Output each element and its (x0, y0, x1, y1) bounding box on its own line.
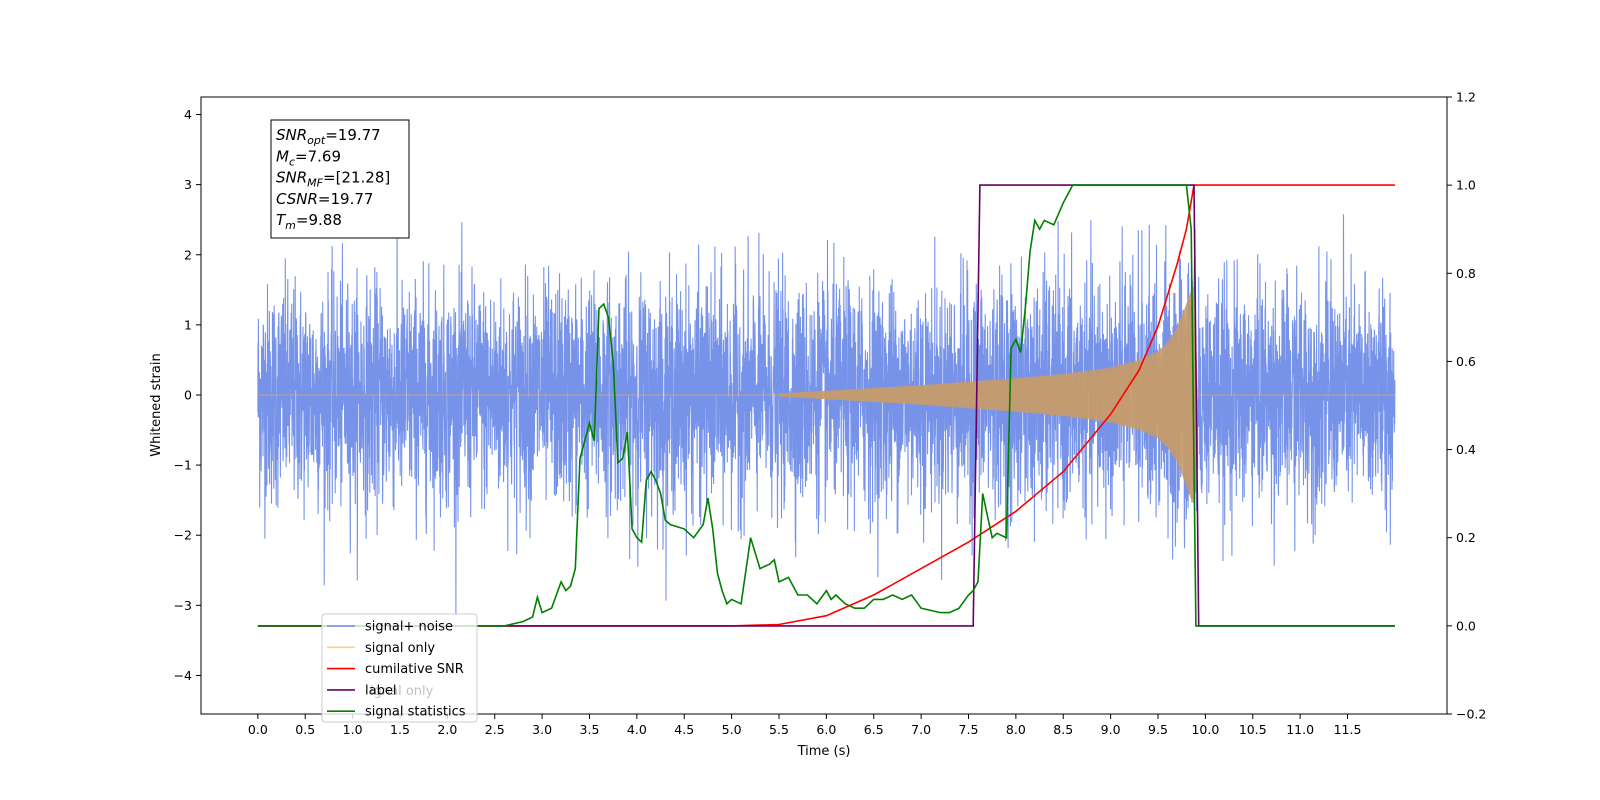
y-tick-label-right: −0.2 (1456, 707, 1486, 722)
legend-frame (321, 613, 478, 723)
y-tick-label-right: 0.6 (1456, 354, 1476, 369)
y-tick-label-left: 0 (184, 387, 192, 402)
x-tick-label: 11.5 (1334, 722, 1362, 737)
x-tick-label: 4.5 (674, 722, 694, 737)
legend-overlap-text: ignal only (370, 684, 434, 699)
legend-entry: signal statistics (365, 705, 466, 720)
x-tick-label: 11.0 (1286, 722, 1314, 737)
x-tick-label: 2.5 (485, 722, 505, 737)
x-tick-label: 10.5 (1239, 722, 1267, 737)
annotation-frame (270, 119, 410, 239)
x-tick-label: 1.0 (343, 722, 363, 737)
y-tick-label-left: 2 (184, 247, 192, 262)
x-tick-label: 7.5 (959, 722, 979, 737)
legend: signal+ noise signal only cumilative SNR la… (321, 613, 478, 723)
x-axis-label: Time (s) (797, 744, 851, 759)
legend-entry: signal+ noise (365, 620, 453, 635)
y-tick-label-left: −1 (174, 458, 192, 473)
x-tick-label: 5.5 (769, 722, 789, 737)
x-tick-label: 7.0 (911, 722, 931, 737)
x-tick-label: 0.5 (295, 722, 315, 737)
x-tick-label: 3.0 (532, 722, 552, 737)
x-tick-label: 8.5 (1053, 722, 1073, 737)
annotation-line: Tm=9.88 (276, 211, 342, 232)
y-tick-label-left: −3 (174, 598, 192, 613)
legend-entry: cumilative SNR (365, 662, 464, 677)
stats-annotation-box: SNRopt=19.77Mc=7.69SNRMF=[21.28]CSNR=19.… (270, 119, 410, 239)
y-tick-label-right: 0.2 (1456, 530, 1476, 545)
x-tick-label: 5.0 (722, 722, 742, 737)
y-tick-label-left: −4 (174, 668, 192, 683)
x-tick-label: 6.0 (816, 722, 836, 737)
series-signal-only-envelope (779, 286, 1198, 504)
y-tick-label-right: 0.8 (1456, 266, 1476, 281)
y-tick-label-left: −2 (174, 528, 192, 543)
x-tick-label: 9.0 (1101, 722, 1121, 737)
y-axis-right: −0.2 0.0 0.2 0.4 0.6 0.8 1.0 1.2 (1447, 90, 1486, 722)
plot-frame (200, 96, 1448, 715)
series-signal-statistics (257, 184, 1395, 627)
annotation-line: SNRopt=19.77 (276, 126, 381, 147)
x-tick-label: 9.5 (1148, 722, 1168, 737)
y-tick-label-left: 4 (184, 107, 192, 122)
x-tick-label: 2.0 (437, 722, 457, 737)
y-tick-label-left: 1 (184, 317, 192, 332)
series-signal-noise (257, 214, 1396, 615)
y-tick-label-left: 3 (184, 177, 192, 192)
annotation-line: CSNR=19.77 (276, 190, 373, 208)
x-tick-label: 3.5 (580, 722, 600, 737)
annotation-line: Mc=7.69 (276, 147, 341, 168)
y-axis-left: −4 −3 −2 −1 0 1 2 3 4 (174, 107, 201, 683)
y-axis-label: Whitened strain (149, 353, 164, 456)
x-tick-label: 0.0 (248, 722, 268, 737)
legend-entry: signal only (365, 641, 435, 656)
x-tick-label: 4.0 (627, 722, 647, 737)
legend-entry: label (365, 683, 396, 698)
x-tick-label: 6.5 (864, 722, 884, 737)
y-tick-label-right: 0.0 (1456, 618, 1476, 633)
annotation-line: SNRMF=[21.28] (276, 169, 390, 190)
x-axis: 0.0 0.5 1.0 1.5 2.0 2.5 3.0 3.5 4.0 4.5 5.0 5.5 6.0 6… (248, 714, 1362, 737)
x-tick-label: 10.0 (1191, 722, 1219, 737)
x-tick-label: 1.5 (390, 722, 410, 737)
y-tick-label-right: 0.4 (1456, 442, 1476, 457)
y-tick-label-right: 1.2 (1456, 90, 1476, 105)
y-tick-label-right: 1.0 (1456, 178, 1476, 193)
x-tick-label: 8.0 (1006, 722, 1026, 737)
